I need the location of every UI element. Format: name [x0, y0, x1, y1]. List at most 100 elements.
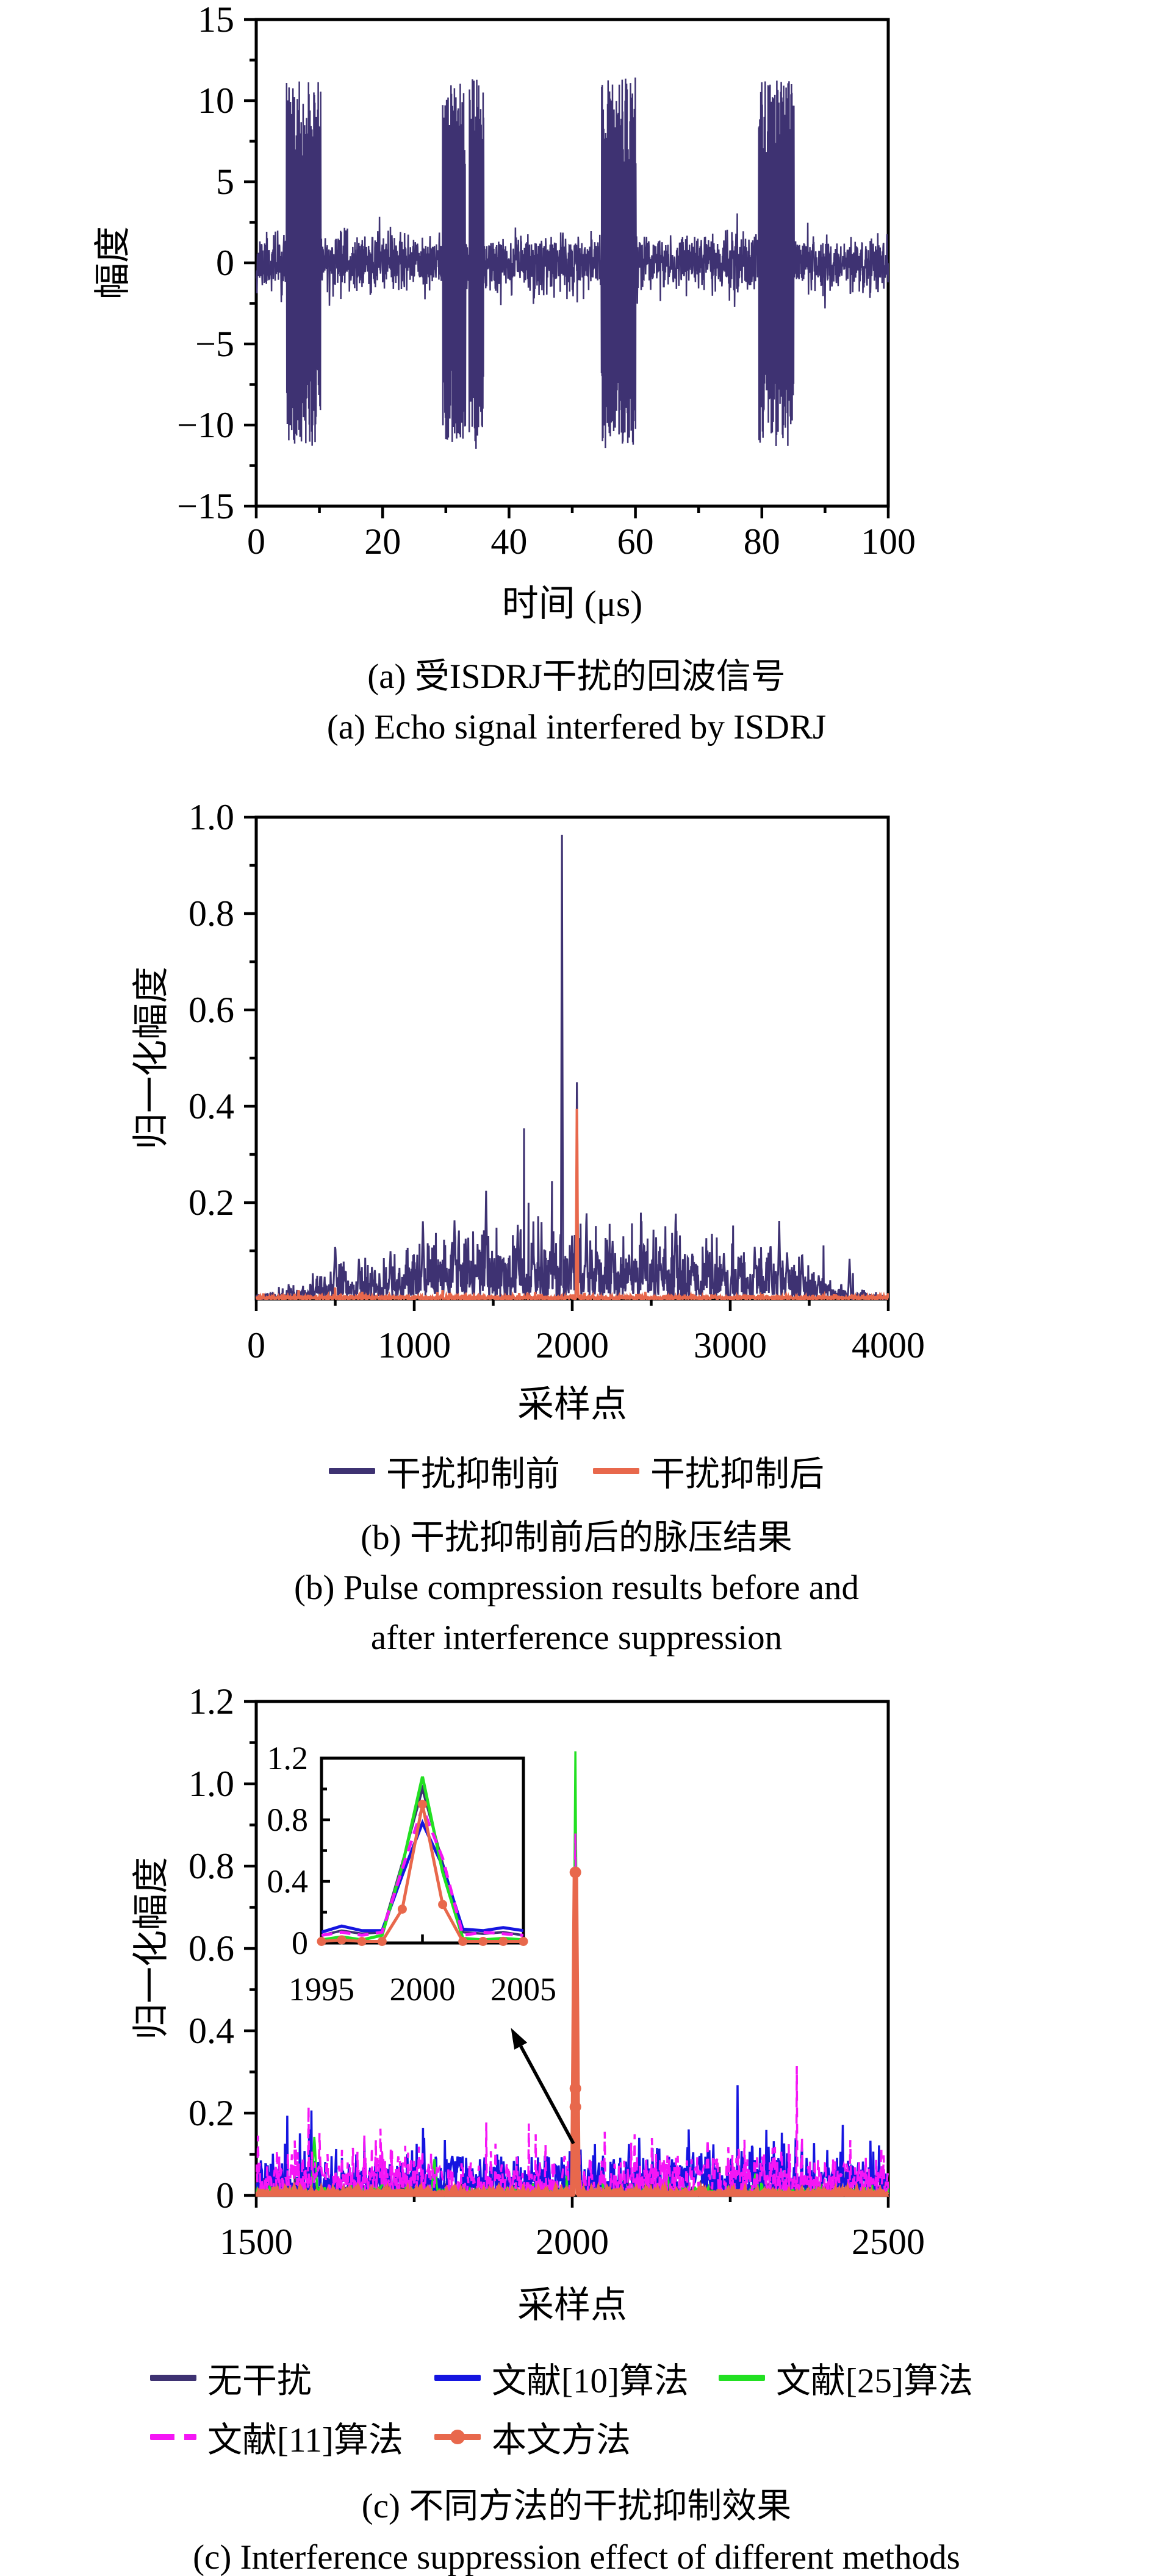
series-marker-dot-icon [569, 2083, 581, 2094]
chart-c-ytick-label: 0.2 [189, 2093, 234, 2133]
legend-b: 干扰抑制前 干扰抑制后 [0, 1444, 1153, 1498]
chart-b-tick-labels: 0 1000 2000 3000 4000 1.0 0.8 0.6 0.4 0.2 [189, 797, 925, 1365]
chart-a-ticks [244, 18, 890, 518]
chart-c-xtick-label: 2500 [852, 2222, 925, 2262]
chart-b-xtick-label: 2000 [536, 1325, 609, 1365]
legend-item-label: 文献[11]算法 [207, 2420, 403, 2460]
legend-marker-dot-icon [450, 2429, 465, 2444]
chart-a-xtick-label: 80 [744, 521, 780, 562]
chart-a-tick-labels: 0 20 40 60 80 100 15 10 5 0 −5 −10 −15 [177, 0, 916, 562]
chart-b-ytick-label: 0.2 [189, 1182, 234, 1223]
chart-b-ticks [244, 815, 890, 1311]
legend-item-c-0: 无干扰 [150, 2353, 434, 2403]
chart-b-axes: 0 1000 2000 3000 4000 1.0 0.8 0.6 0.4 0.2 [189, 797, 925, 1365]
series-干扰抑制后 [256, 1108, 889, 1300]
caption-b: (b) 干扰抑制前后的脉压结果 (b) Pulse compression re… [0, 1513, 1153, 1663]
legend-item-label: 本文方法 [492, 2420, 631, 2460]
chart-c-ytick-label: 1.2 [189, 1683, 234, 1722]
chart-c-tick-labels: 1500 2000 2500 1.2 1.0 0.8 0.6 0.4 0.2 0 [189, 1683, 925, 2262]
inset-marker-dot-icon [397, 1904, 407, 1914]
chart-c-ticks [244, 1700, 890, 2208]
series-marker-dot-icon [569, 2101, 581, 2113]
legend-solid-line-icon [593, 1468, 639, 1474]
chart-a-ytick-label: 0 [216, 243, 234, 283]
chart-c-xtick-label: 2000 [536, 2222, 609, 2262]
legend-solid-line-icon [719, 2374, 765, 2381]
chart-a-axes: 0 20 40 60 80 100 15 10 5 0 −5 −10 −15 [177, 0, 916, 562]
inset-marker-dot-icon [458, 1936, 468, 1946]
legend-item-c-2: 文献[25]算法 [719, 2353, 1003, 2403]
inset-marker-dot-icon [498, 1936, 508, 1946]
inset-marker-dot-icon [357, 1936, 367, 1946]
chart-b-xtick-label: 3000 [694, 1325, 767, 1365]
caption-b-en-line1: (b) Pulse compression results before and [293, 1569, 860, 1607]
series-echo-with-ISDRJ [256, 77, 889, 449]
chart-b-pulse-compression: 0 1000 2000 3000 4000 1.0 0.8 0.6 0.4 0.2 采样点 归一化幅度 [131, 797, 925, 1425]
chart-c-inset-xtick-label: 2005 [490, 1971, 556, 2008]
legend-item-label: 无干扰 [207, 2361, 312, 2400]
chart-b-xtick-label: 0 [247, 1325, 265, 1365]
chart-b-xtick-label: 1000 [378, 1325, 451, 1365]
legend-marker-line-icon [434, 2429, 481, 2444]
legend-item-label: 干扰抑制后 [650, 1455, 824, 1494]
chart-c-ytick-label: 0.8 [189, 1846, 234, 1886]
chart-c-axes: 1500 2000 2500 1.2 1.0 0.8 0.6 0.4 0.2 0 [189, 1683, 925, 2262]
series-marker-dot-icon [569, 1866, 581, 1878]
chart-a-ytick-label: 5 [216, 162, 234, 202]
caption-c-zh: (c) 不同方法的干扰抑制效果 [361, 2487, 792, 2525]
inset-marker-dot-icon [337, 1935, 347, 1945]
chart-c-xlabel: 采样点 [517, 2285, 627, 2320]
series-干扰抑制前 [256, 834, 889, 1300]
caption-c: (c) 不同方法的干扰抑制效果 (c) Interference suppres… [0, 2481, 1153, 2576]
legend-item-c-4: 本文方法 [434, 2412, 719, 2462]
chart-c-ytick-label: 1.0 [189, 1764, 234, 1804]
chart-a-echo-signal: 0 20 40 60 80 100 15 10 5 0 −5 −10 −15 时间 (μs) 幅度 [93, 0, 916, 624]
chart-c-method-comparison: 1500 2000 2500 1.2 1.0 0.8 0.6 0.4 0.2 0 采样点 归一化幅度 1… [131, 1683, 925, 2320]
chart-b-xtick-label: 4000 [852, 1325, 925, 1365]
legend-solid-line-icon [434, 2374, 481, 2381]
inset-marker-dot-icon [418, 1800, 427, 1809]
chart-a-ytick-label: 15 [198, 0, 234, 40]
legend-item-b-1: 干扰抑制后 [593, 1446, 824, 1496]
chart-c-inset-ytick-label: 0.8 [267, 1801, 309, 1838]
chart-a-ytick-label: −5 [195, 324, 234, 364]
chart-c-xtick-label: 1500 [220, 2222, 293, 2262]
legend-solid-line-icon [150, 2374, 196, 2381]
chart-b-ylabel: 归一化幅度 [131, 967, 171, 1150]
chart-a-ytick-label: −10 [177, 405, 234, 445]
zoom-annotation-arrow [511, 2028, 575, 2145]
chart-c-inset-ytick-label: 0.4 [267, 1863, 309, 1900]
series-本文方法 [256, 1872, 889, 2197]
chart-a-ytick-label: 10 [198, 80, 234, 121]
inset-series-文献[10]算法 [321, 1819, 523, 1934]
caption-c-en: (c) Interference suppression effect of d… [193, 2538, 960, 2576]
caption-a-en: (a) Echo signal interfered by ISDRJ [326, 708, 827, 746]
caption-a-zh: (a) 受ISDRJ干扰的回波信号 [367, 657, 786, 696]
chart-a-ylabel: 幅度 [93, 226, 133, 299]
chart-a-xtick-label: 20 [364, 521, 401, 562]
inset-marker-dot-icon [519, 1936, 528, 1946]
caption-a: (a) 受ISDRJ干扰的回波信号 (a) Echo signal interf… [0, 651, 1153, 753]
chart-b-xlabel: 采样点 [517, 1384, 627, 1425]
inset-marker-dot-icon [478, 1936, 488, 1946]
caption-b-en-line2: after interference suppression [370, 1619, 783, 1657]
inset-series-文献[25]算法 [321, 1776, 523, 1942]
legend-dashed-line-icon [150, 2433, 196, 2440]
inset-marker-dot-icon [377, 1936, 387, 1946]
chart-a-xtick-label: 100 [861, 521, 916, 562]
chart-b-ytick-label: 0.4 [189, 1086, 234, 1126]
chart-c-inset-tick-labels: 1995 2000 2005 1.2 0.8 0.4 0 [267, 1740, 557, 2008]
legend-item-label: 干扰抑制前 [386, 1455, 560, 1494]
chart-c-ytick-label: 0.4 [189, 2011, 234, 2051]
inset-marker-dot-icon [438, 1900, 448, 1909]
chart-c-inset-ytick-label: 1.2 [267, 1740, 309, 1776]
chart-a-ytick-label: −15 [177, 486, 234, 526]
chart-b-ytick-label: 0.6 [189, 990, 234, 1030]
chart-c-inset-xtick-label: 2000 [390, 1971, 456, 2008]
chart-a-xtick-label: 40 [490, 521, 527, 562]
legend-solid-line-icon [329, 1468, 375, 1474]
legend-item-b-0: 干扰抑制前 [329, 1446, 560, 1496]
legend-c: 无干扰 文献[10]算法 文献[25]算法 文献[11]算法 本文方法 [150, 2348, 1003, 2466]
chart-c-ytick-label: 0.6 [189, 1928, 234, 1969]
